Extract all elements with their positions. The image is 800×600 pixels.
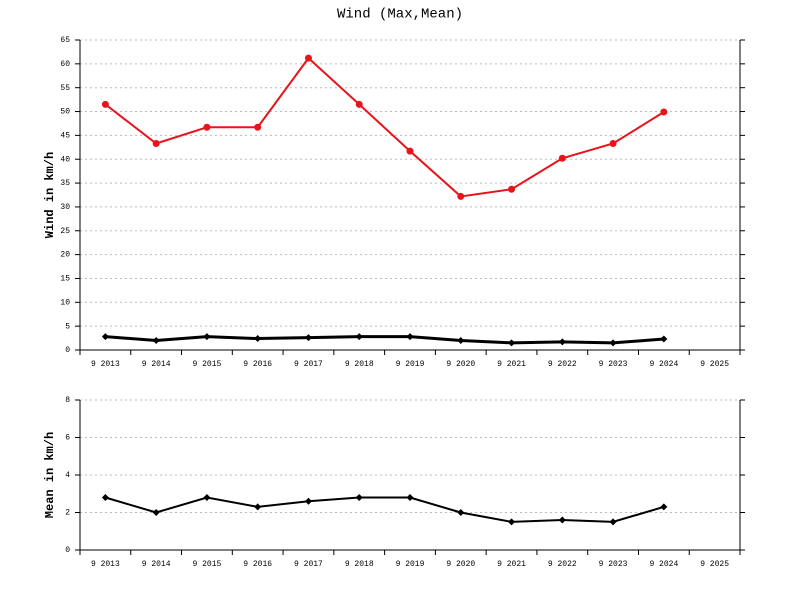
marker (152, 509, 160, 516)
marker (304, 334, 312, 342)
marker (660, 503, 668, 511)
y-tick-label: 20 (60, 251, 70, 260)
marker (101, 333, 109, 341)
marker (101, 100, 109, 108)
x-tick-label: 9 2013 (91, 560, 120, 569)
y-tick-label: 6 (65, 434, 70, 443)
x-tick-label: 9 2023 (599, 560, 628, 569)
marker (355, 100, 363, 108)
y-tick-label: 55 (60, 84, 70, 93)
x-tick-label: 9 2025 (700, 560, 729, 569)
marker (558, 516, 566, 524)
y-axis-title: Wind in km/h (43, 152, 57, 238)
series-line (105, 335, 664, 345)
y-tick-label: 65 (60, 36, 70, 45)
x-tick-label: 9 2022 (548, 360, 577, 369)
x-tick-label: 9 2017 (294, 560, 323, 569)
marker (457, 509, 465, 516)
marker (609, 139, 617, 147)
y-tick-label: 15 (60, 275, 70, 284)
marker (660, 335, 668, 343)
y-tick-label: 0 (65, 346, 70, 355)
y-tick-label: 40 (60, 155, 70, 164)
x-tick-label: 9 2018 (345, 360, 374, 369)
x-tick-label: 9 2013 (91, 360, 120, 369)
marker (304, 497, 312, 505)
y-axis-title: Mean in km/h (43, 432, 57, 518)
y-tick-label: 4 (65, 471, 70, 480)
x-tick-label: 9 2024 (649, 560, 678, 569)
y-tick-label: 30 (60, 203, 70, 212)
x-tick-label: 9 2016 (243, 560, 272, 569)
marker (254, 335, 262, 343)
y-tick-label: 2 (65, 509, 70, 518)
series-line (104, 56, 665, 198)
marker (508, 518, 516, 526)
marker (406, 147, 414, 155)
marker (457, 336, 465, 344)
y-tick-label: 0 (65, 546, 70, 555)
marker (152, 139, 160, 147)
marker (508, 185, 516, 193)
x-tick-label: 9 2016 (243, 360, 272, 369)
chart-title: Wind (Max,Mean) (337, 7, 463, 23)
marker (457, 192, 465, 200)
y-tick-label: 60 (60, 60, 70, 69)
x-tick-label: 9 2017 (294, 360, 323, 369)
x-tick-label: 9 2019 (396, 360, 425, 369)
y-tick-label: 50 (60, 108, 70, 117)
marker (254, 503, 262, 511)
x-tick-label: 9 2018 (345, 560, 374, 569)
marker (508, 339, 516, 347)
marker (406, 494, 414, 501)
marker (254, 123, 262, 131)
marker (609, 518, 617, 526)
x-tick-label: 9 2023 (599, 360, 628, 369)
x-tick-label: 9 2015 (193, 560, 222, 569)
marker (558, 154, 566, 162)
y-tick-label: 10 (60, 298, 70, 307)
marker (406, 333, 414, 341)
y-tick-label: 25 (60, 227, 70, 236)
y-tick-label: 45 (60, 131, 70, 140)
x-tick-label: 9 2020 (446, 360, 475, 369)
series-line (105, 496, 665, 523)
y-tick-label: 35 (60, 179, 70, 188)
marker (152, 336, 160, 344)
x-tick-label: 9 2025 (700, 360, 729, 369)
marker (101, 494, 109, 501)
marker (355, 333, 363, 341)
marker (609, 339, 617, 347)
x-tick-label: 9 2019 (396, 560, 425, 569)
y-tick-label: 8 (65, 396, 70, 405)
marker (203, 123, 211, 131)
marker (203, 494, 211, 501)
x-tick-label: 9 2014 (142, 560, 171, 569)
marker (558, 338, 566, 346)
x-tick-label: 9 2015 (193, 360, 222, 369)
x-tick-label: 9 2021 (497, 360, 526, 369)
y-tick-label: 5 (65, 322, 70, 331)
x-tick-label: 9 2020 (446, 560, 475, 569)
marker (660, 108, 668, 116)
marker (304, 54, 312, 62)
x-tick-label: 9 2024 (649, 360, 678, 369)
x-tick-label: 9 2022 (548, 560, 577, 569)
marker (355, 494, 363, 501)
x-tick-label: 9 2021 (497, 560, 526, 569)
marker (203, 333, 211, 341)
x-tick-label: 9 2014 (142, 360, 171, 369)
